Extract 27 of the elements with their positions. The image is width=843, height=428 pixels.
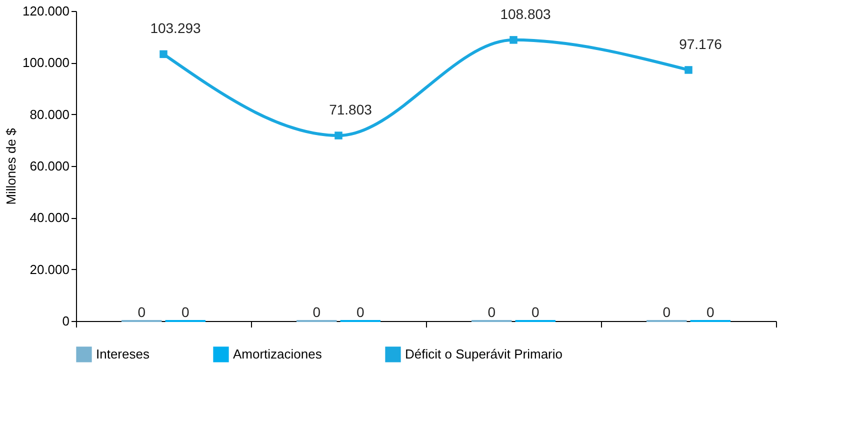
legend-label: Déficit o Superávit Primario	[405, 346, 562, 362]
data-label: 71.803	[329, 102, 372, 118]
point	[160, 50, 168, 58]
y-tick-label: 60.000	[30, 158, 70, 174]
data-label: 97.176	[679, 36, 722, 52]
y-tick-label: 20.000	[30, 262, 70, 277]
data-label: 0	[181, 304, 190, 320]
data-label: 0	[312, 304, 321, 320]
y-tick-label: 100.000	[22, 55, 70, 70]
data-label: 0	[488, 304, 496, 320]
y-tick-label: 120.000	[22, 4, 70, 18]
y-tick-label: 40.000	[30, 210, 70, 226]
legend-label: Amortizaciones	[233, 346, 322, 362]
legend-label: Intereses	[96, 346, 150, 362]
point	[684, 66, 692, 74]
data-label: 108.803	[500, 6, 552, 22]
data-label: 0	[531, 304, 540, 320]
data-label: 103.293	[150, 20, 202, 36]
data-label: 0	[356, 304, 364, 320]
point	[334, 132, 342, 140]
y-axis-title: Millones de $	[4, 127, 19, 205]
data-label: 0	[706, 304, 714, 320]
data-label: 0	[138, 304, 146, 320]
point	[510, 36, 518, 44]
y-tick-label: 0	[62, 314, 70, 328]
data-label: 0	[662, 304, 671, 320]
y-tick-label: 80.000	[30, 106, 70, 122]
